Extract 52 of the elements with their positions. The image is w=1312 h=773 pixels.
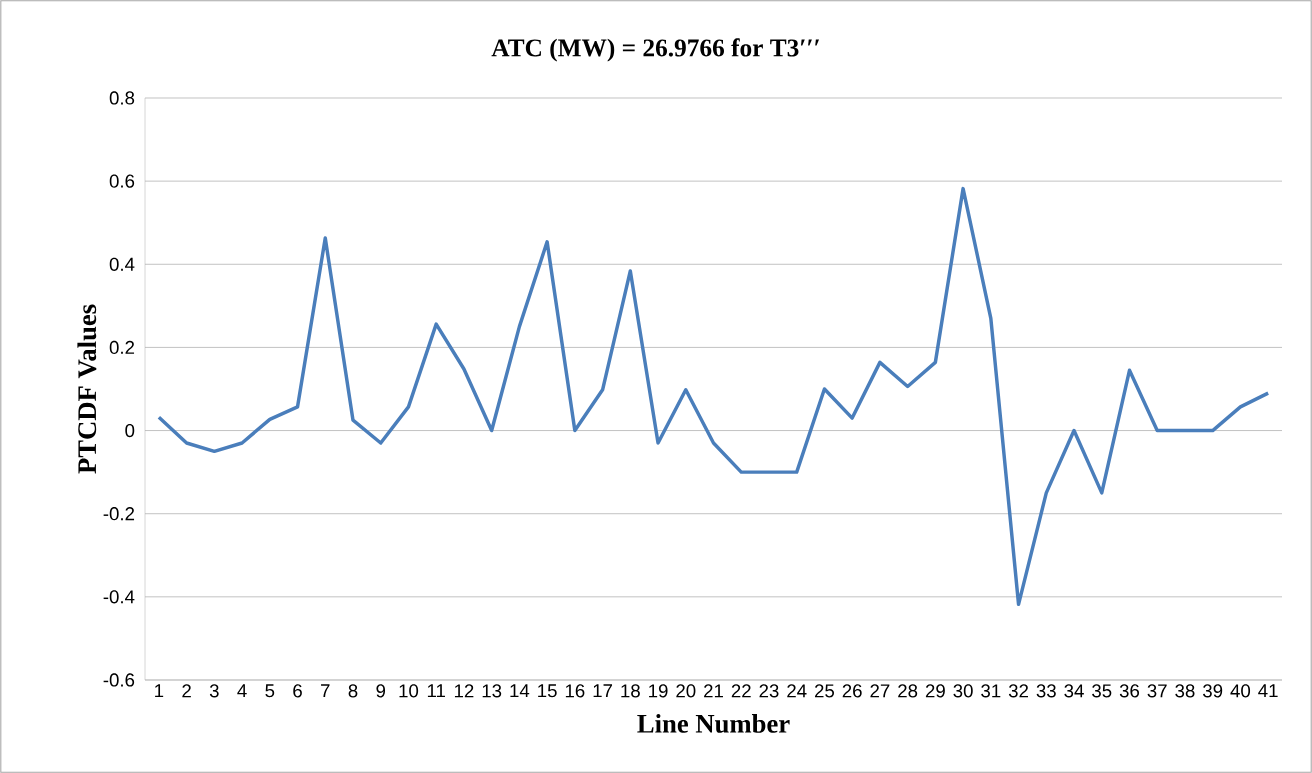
x-tick-label: 6 (293, 684, 302, 698)
x-tick-label: 9 (376, 684, 386, 698)
y-tick-label: 0.6 (109, 174, 135, 188)
y-tick-label: -0.4 (103, 590, 135, 604)
x-tick-label: 41 (1258, 684, 1278, 698)
y-tick-label: 0 (125, 423, 135, 438)
x-tick-label: 8 (348, 684, 358, 698)
x-tick-label: 15 (538, 684, 557, 698)
x-tick-label: 27 (870, 684, 890, 698)
x-tick-label: 7 (321, 684, 330, 698)
y-tick-label: -0.6 (103, 673, 135, 687)
x-tick-label: 35 (1092, 684, 1112, 698)
x-tick-label: 11 (427, 684, 445, 698)
x-axis-title: Line Number (637, 714, 790, 733)
x-tick-label: 19 (649, 684, 668, 698)
x-tick-label: 20 (676, 684, 696, 698)
x-tick-label: 13 (482, 684, 502, 698)
x-tick-label: 23 (759, 684, 779, 698)
y-axis-title: PTCDF Values (77, 304, 97, 474)
x-tick-label: 29 (925, 684, 945, 698)
x-tick-label: 31 (981, 684, 1001, 698)
x-tick-label: 26 (842, 684, 862, 698)
x-tick-label: 4 (237, 684, 247, 698)
y-tick-label: -0.2 (103, 507, 135, 521)
x-tick-label: 2 (182, 684, 191, 698)
x-tick-label: 10 (399, 684, 419, 698)
x-tick-label: 36 (1119, 684, 1140, 698)
x-tick-label: 39 (1203, 684, 1223, 698)
x-tick-label: 37 (1147, 684, 1167, 698)
x-tick-label: 30 (953, 684, 973, 698)
x-tick-label: 5 (265, 684, 275, 698)
x-tick-label: 17 (593, 684, 613, 698)
y-tick-label: 0.4 (109, 257, 135, 271)
x-tick-label: 24 (787, 684, 807, 698)
x-tick-label: 25 (814, 684, 835, 698)
x-tick-label: 22 (731, 684, 751, 698)
x-tick-label: 16 (565, 684, 585, 698)
x-tick-label: 32 (1008, 684, 1028, 698)
x-tick-label: 12 (454, 684, 474, 698)
chart-title: ATC (MW) = 26.9766 for T3′′′ (491, 38, 820, 62)
x-tick-label: 3 (209, 684, 219, 698)
y-tick-label: 0.8 (109, 91, 135, 105)
x-tick-label: 33 (1036, 684, 1056, 698)
x-tick-label: 1 (155, 684, 164, 698)
x-tick-label: 38 (1175, 684, 1195, 698)
y-tick-label: 0.2 (109, 340, 135, 355)
x-tick-label: 40 (1230, 684, 1251, 698)
x-tick-label: 34 (1064, 684, 1084, 698)
x-tick-label: 21 (704, 684, 723, 698)
x-tick-label: 18 (621, 684, 640, 698)
x-tick-label: 28 (898, 684, 918, 698)
x-tick-label: 14 (510, 684, 530, 698)
